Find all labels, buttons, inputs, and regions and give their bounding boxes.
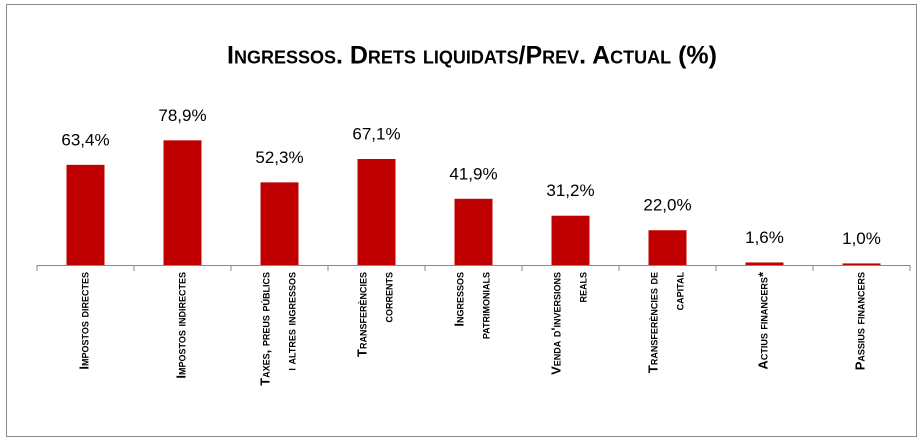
value-label: 52,3% bbox=[255, 148, 303, 167]
x-tick-label: Venda d'inversions reals bbox=[549, 272, 590, 375]
x-tick-label: Taxes, preus públics i altres ingressos bbox=[258, 272, 299, 386]
value-label: 78,9% bbox=[158, 106, 206, 125]
x-tick-label: Passius financers bbox=[853, 272, 868, 370]
value-label: 22,0% bbox=[643, 196, 691, 215]
value-label: 1,6% bbox=[745, 228, 784, 247]
chart-title: Ingressos. Drets liquidats/Prev. Actual … bbox=[227, 42, 717, 70]
value-label: 41,9% bbox=[449, 164, 497, 183]
value-label: 31,2% bbox=[546, 181, 594, 200]
x-tick-label: Ingressos patrimonials bbox=[452, 272, 493, 339]
bar bbox=[357, 158, 396, 265]
bar bbox=[648, 230, 687, 265]
bar bbox=[745, 262, 784, 265]
value-label: 67,1% bbox=[352, 124, 400, 143]
x-tick-label: Transferències de capital bbox=[646, 272, 687, 374]
value-label: 63,4% bbox=[61, 130, 109, 149]
x-tick-label: Transferències corrents bbox=[355, 272, 396, 357]
bar bbox=[551, 215, 590, 265]
bar bbox=[163, 140, 202, 265]
x-tick-label: Impostos directes bbox=[77, 272, 92, 370]
x-tick-label: Impostos indirectes bbox=[174, 272, 189, 379]
bar bbox=[66, 164, 105, 265]
bar bbox=[454, 198, 493, 265]
value-label: 1,0% bbox=[842, 229, 881, 248]
x-tick-label: Actius financers* bbox=[756, 271, 771, 370]
bar bbox=[260, 182, 299, 265]
bar bbox=[842, 263, 881, 265]
